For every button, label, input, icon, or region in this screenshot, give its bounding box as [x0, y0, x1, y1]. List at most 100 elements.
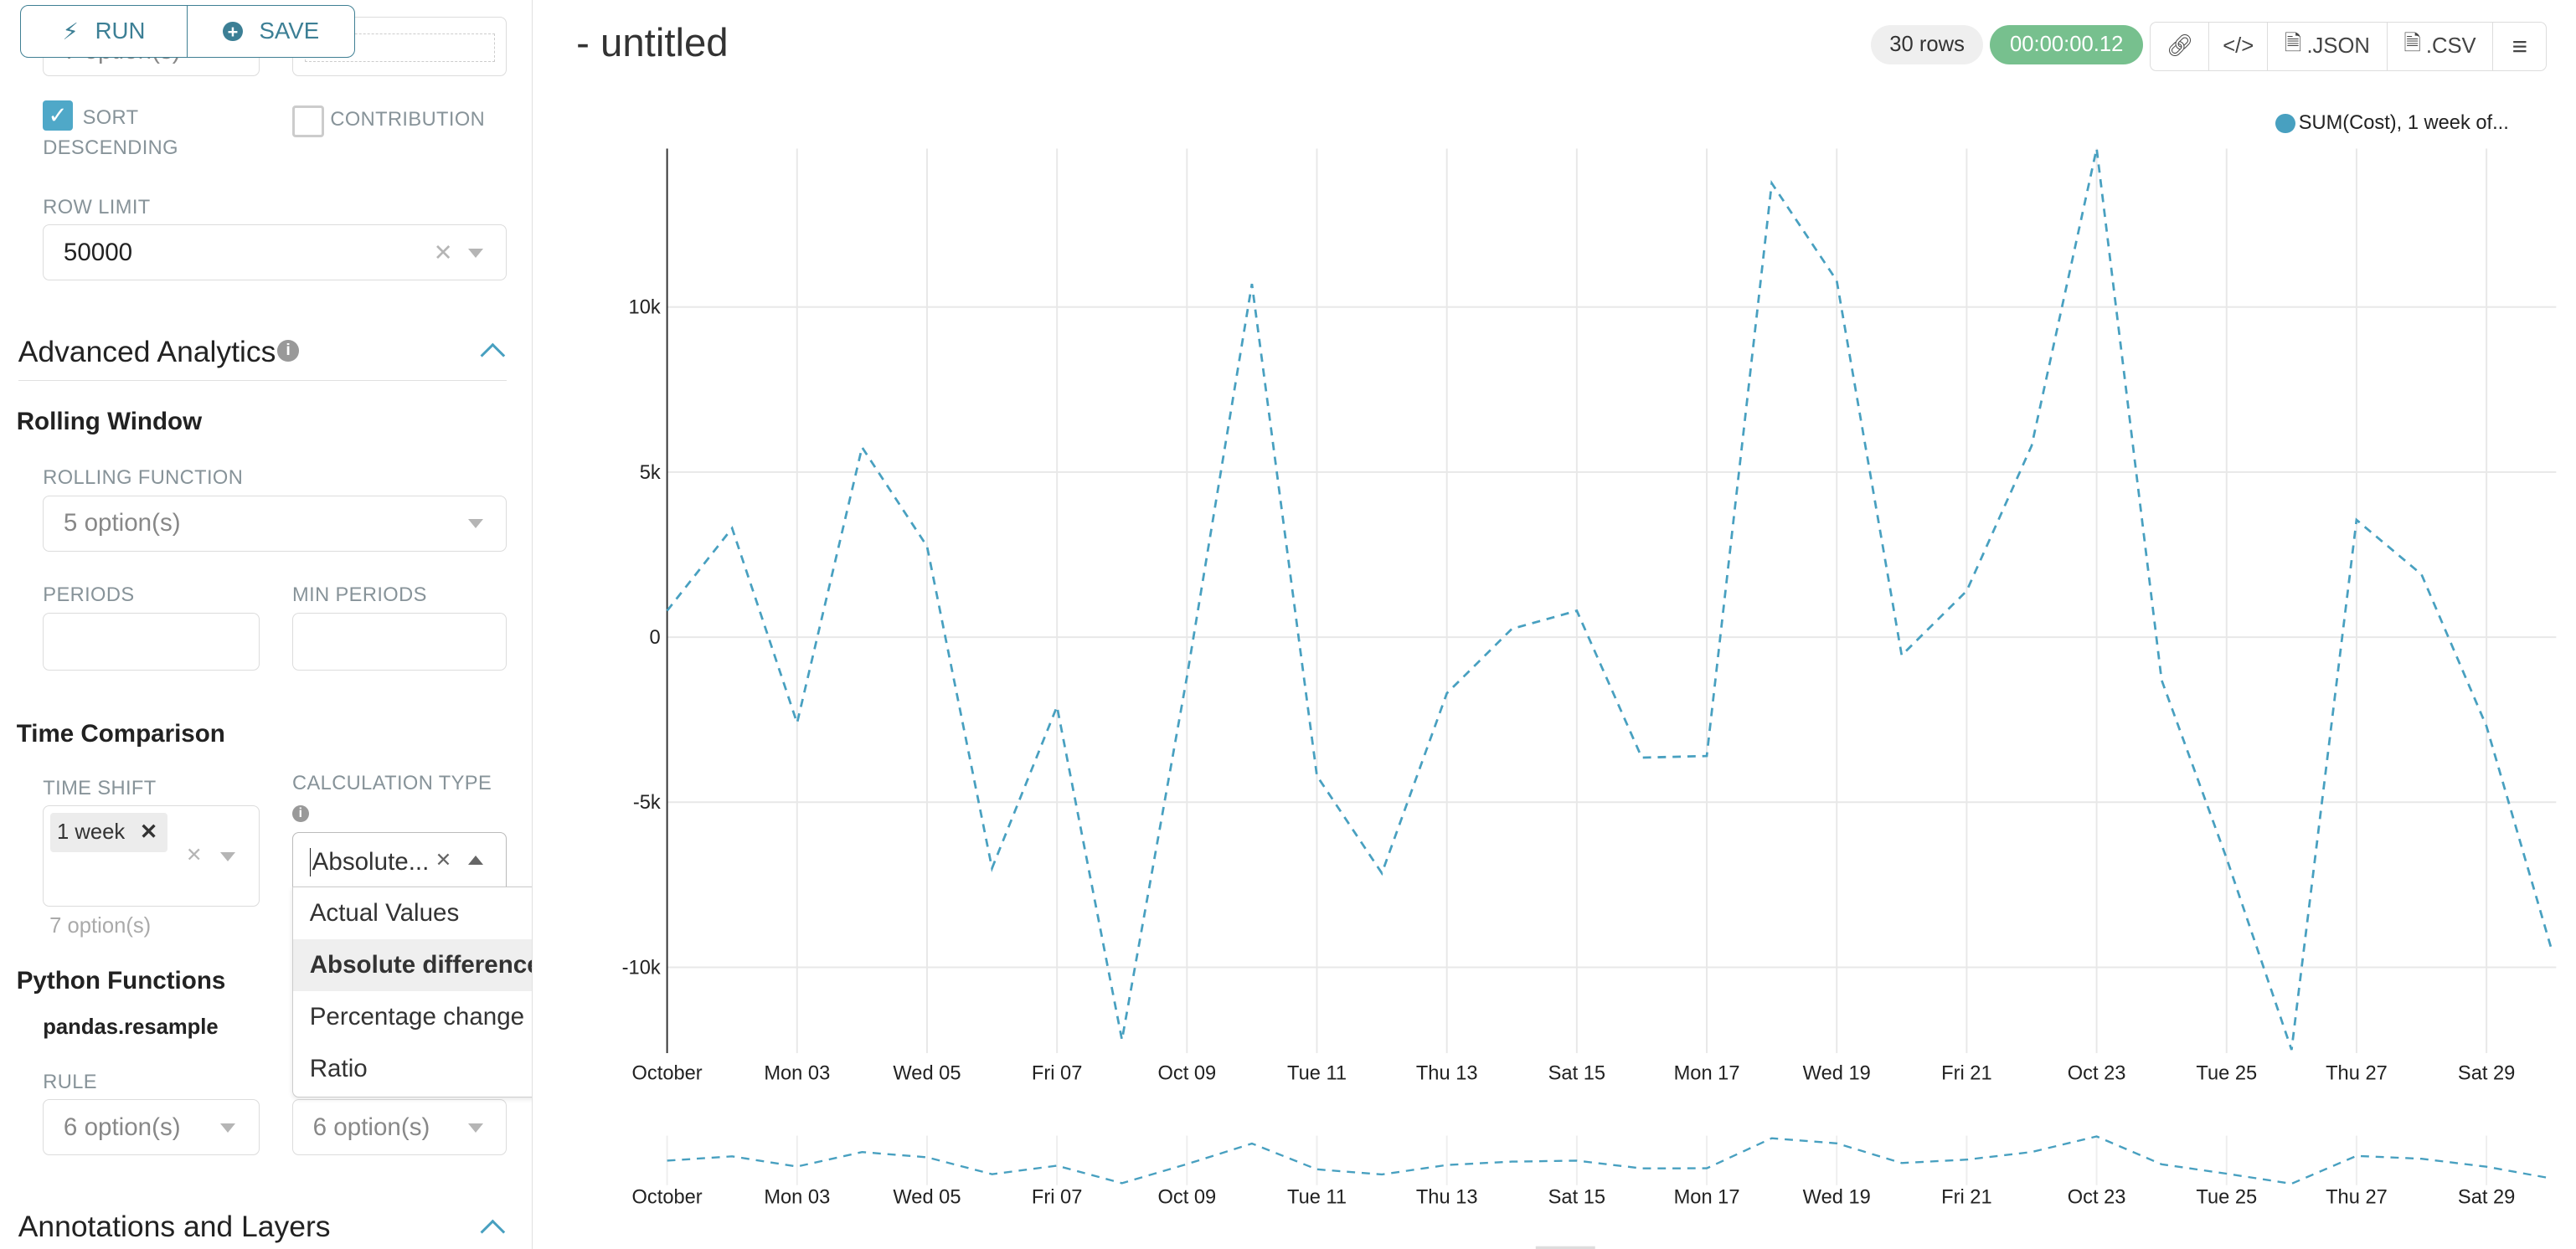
y-tick-label: -5k	[633, 792, 661, 814]
x-tick-label: Wed 19	[1803, 1063, 1871, 1085]
link-button[interactable]: 🔗︎	[2151, 23, 2208, 70]
x-tick-label: Wed 05	[893, 1063, 961, 1085]
timer-badge: 00:00:00.12	[1990, 24, 2144, 64]
annotations-title[interactable]: Annotations and Layers	[18, 1210, 331, 1244]
save-label: SAVE	[259, 18, 320, 44]
brush-x-tick-label: Mon 17	[1674, 1186, 1740, 1208]
method-select[interactable]: 6 option(s)	[292, 1099, 507, 1156]
x-tick-label: Fri 07	[1032, 1063, 1082, 1085]
time-shift-hint: 7 option(s)	[49, 914, 152, 938]
y-tick-label: 10k	[629, 297, 661, 319]
save-button[interactable]: + SAVE	[187, 5, 354, 58]
control-panel: ⚡︎ RUN + SAVE 7 option(s) ✓ SORT DESCENDIN…	[0, 0, 533, 1249]
sort-descending-checkbox[interactable]: ✓	[43, 100, 73, 131]
run-button[interactable]: ⚡︎ RUN	[21, 6, 188, 57]
python-functions-subtitle: pandas.resample	[43, 1015, 219, 1039]
rolling-window-title: Rolling Window	[16, 408, 203, 436]
brush-x-tick-label: Thu 13	[1416, 1186, 1478, 1208]
file-text-icon: 🗎	[2403, 31, 2421, 55]
calculation-type-select[interactable]: Absolute... ✕	[292, 831, 507, 892]
option-ratio[interactable]: Ratio	[309, 1055, 368, 1083]
contribution-label: CONTRIBUTION	[330, 109, 486, 131]
option-percentage-change[interactable]: Percentage change	[309, 1003, 525, 1031]
calculation-type-value: Absolute...	[309, 847, 429, 876]
link-icon: 🔗︎	[2166, 34, 2194, 59]
x-tick-label: Mon 17	[1674, 1063, 1740, 1085]
caret-down-icon	[468, 1123, 483, 1133]
bolt-icon: ⚡︎	[62, 18, 79, 44]
x-tick-label: Sat 29	[2458, 1063, 2515, 1085]
rolling-function-select[interactable]: 5 option(s)	[43, 495, 507, 552]
y-tick-label: 5k	[640, 462, 661, 484]
rule-placeholder: 6 option(s)	[63, 1113, 181, 1141]
query-buttons: ⚡︎ RUN + SAVE	[19, 4, 355, 59]
contribution-checkbox[interactable]	[292, 105, 324, 137]
embed-button[interactable]: </>	[2208, 22, 2267, 70]
clear-icon[interactable]: ✕	[433, 239, 453, 265]
option-actual-values[interactable]: Actual Values	[309, 898, 460, 927]
time-shift-select[interactable]: 1 week ✕ ✕	[43, 805, 260, 907]
caret-down-icon	[468, 248, 484, 258]
time-comparison-title: Time Comparison	[16, 719, 225, 748]
file-code-icon: 🗎	[2284, 31, 2302, 55]
menu-button[interactable]: ≡	[2492, 22, 2546, 70]
chart-title: - untitled	[576, 20, 729, 65]
min-periods-input[interactable]	[292, 612, 507, 671]
option-absolute-difference[interactable]: Absolute difference	[293, 938, 532, 992]
rule-select[interactable]: 6 option(s)	[43, 1099, 260, 1156]
brush-x-tick-label: Fri 07	[1032, 1186, 1082, 1208]
csv-button[interactable]: 🗎 .CSV	[2386, 22, 2493, 70]
x-tick-label: Tue 25	[2196, 1063, 2257, 1085]
plus-circle-icon: +	[223, 21, 243, 42]
brush-x-tick-label: Sat 29	[2458, 1186, 2515, 1208]
time-shift-tag-label: 1 week	[57, 820, 126, 845]
legend-item[interactable]: SUM(Cost), 1 week of...	[2275, 112, 2509, 135]
row-limit-value: 50000	[63, 238, 133, 266]
row-limit-select[interactable]: 50000 ✕	[43, 224, 507, 281]
rolling-function-placeholder: 5 option(s)	[63, 509, 181, 537]
brush-x-tick-label: Oct 23	[2068, 1186, 2126, 1208]
y-tick-label: 0	[650, 627, 661, 649]
caret-up-icon	[468, 856, 483, 866]
divider	[18, 379, 507, 381]
time-shift-label: TIME SHIFT	[43, 777, 157, 799]
rule-label: RULE	[43, 1071, 97, 1093]
remove-tag-icon[interactable]: ✕	[139, 820, 158, 845]
chart-actions: 🔗︎ </> 🗎 .JSON 🗎 .CSV ≡	[2150, 21, 2548, 71]
x-tick-label: Oct 23	[2068, 1063, 2126, 1085]
brush-x-tick-label: Sat 15	[1548, 1186, 1605, 1208]
rows-badge: 30 rows	[1871, 24, 1984, 64]
json-label: .JSON	[2306, 33, 2370, 58]
brush-x-tick-label: Thu 27	[2326, 1186, 2388, 1208]
chevron-up-icon[interactable]	[480, 1219, 505, 1245]
brush-handle	[1535, 1246, 1595, 1249]
brush-x-tick-label: Tue 11	[1287, 1186, 1347, 1208]
json-button[interactable]: 🗎 .JSON	[2267, 22, 2386, 70]
clear-icon[interactable]: ✕	[185, 844, 203, 866]
method-placeholder: 6 option(s)	[312, 1113, 430, 1141]
brush-x-tick-label: October	[632, 1186, 703, 1208]
clear-icon[interactable]: ✕	[435, 849, 452, 871]
brush-x-tick-label: Tue 25	[2196, 1186, 2257, 1208]
brush-x-tick-label: Wed 19	[1803, 1186, 1871, 1208]
legend-dot-icon	[2275, 113, 2295, 134]
info-icon: i	[292, 805, 309, 822]
caret-down-icon	[220, 852, 236, 861]
chevron-up-icon[interactable]	[480, 342, 505, 368]
brush-x-tick-label: Wed 05	[893, 1186, 961, 1208]
x-tick-label: Fri 21	[1941, 1063, 1991, 1085]
caret-down-icon	[468, 519, 484, 528]
x-tick-label: Sat 15	[1548, 1063, 1605, 1085]
info-icon: i	[277, 340, 299, 362]
advanced-analytics-title[interactable]: Advanced Analytics	[18, 335, 276, 369]
hamburger-icon: ≡	[2512, 30, 2528, 61]
min-periods-label: MIN PERIODS	[292, 584, 427, 607]
periods-input[interactable]	[43, 612, 260, 671]
brush-x-tick-label: Fri 21	[1941, 1186, 1991, 1208]
time-shift-tag: 1 week ✕	[50, 813, 168, 853]
y-tick-label: -10k	[622, 957, 661, 979]
sort-descending-label: SORT DESCENDING	[43, 107, 178, 159]
csv-label: .CSV	[2425, 33, 2476, 58]
brush-series-line	[667, 1135, 2552, 1185]
